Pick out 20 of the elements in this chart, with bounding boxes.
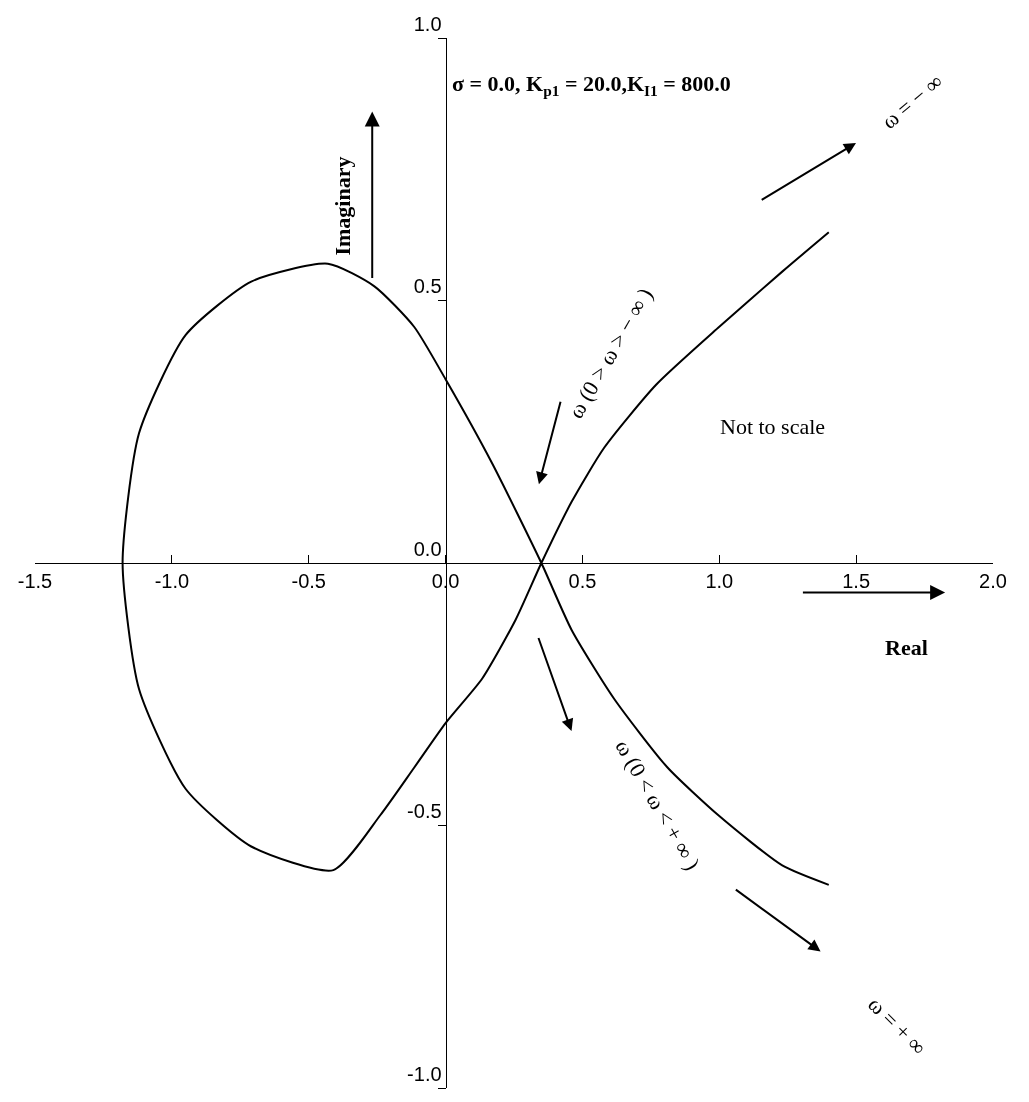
x-tick-label: -1.0 xyxy=(154,570,190,592)
x-tick-label: -0.5 xyxy=(291,570,326,592)
text: σ = 0.0, K$_{p1}$ = 20.0,K$_{I1}$ = 800.0 xyxy=(452,71,731,99)
y-tick-label: 1.0 xyxy=(413,12,442,35)
x-tick-label: 1.5 xyxy=(842,570,871,592)
x-axis-title: Real xyxy=(885,635,928,660)
annotation: ω (0 > ω > − ∞ ) xyxy=(563,283,658,423)
y-tick-label: 0.5 xyxy=(413,275,442,297)
y-tick-label: 0.0 xyxy=(413,537,442,560)
annotation: ω = + ∞ xyxy=(863,991,932,1060)
annotation: ω = − ∞ xyxy=(876,68,948,134)
x-tick-label: 0.5 xyxy=(568,570,597,592)
y-tick-label: -0.5 xyxy=(407,800,442,822)
y-tick-label: -1.0 xyxy=(407,1062,442,1085)
x-tick-label: 2.0 xyxy=(979,570,1007,592)
annotation: Not to scale xyxy=(720,414,826,439)
annotation: ω (0 < ω < + ∞ ) xyxy=(610,735,706,875)
y-axis-title: Imaginary xyxy=(329,156,355,256)
x-tick-label: 1.0 xyxy=(705,570,734,592)
x-tick-label: -1.5 xyxy=(17,570,53,592)
